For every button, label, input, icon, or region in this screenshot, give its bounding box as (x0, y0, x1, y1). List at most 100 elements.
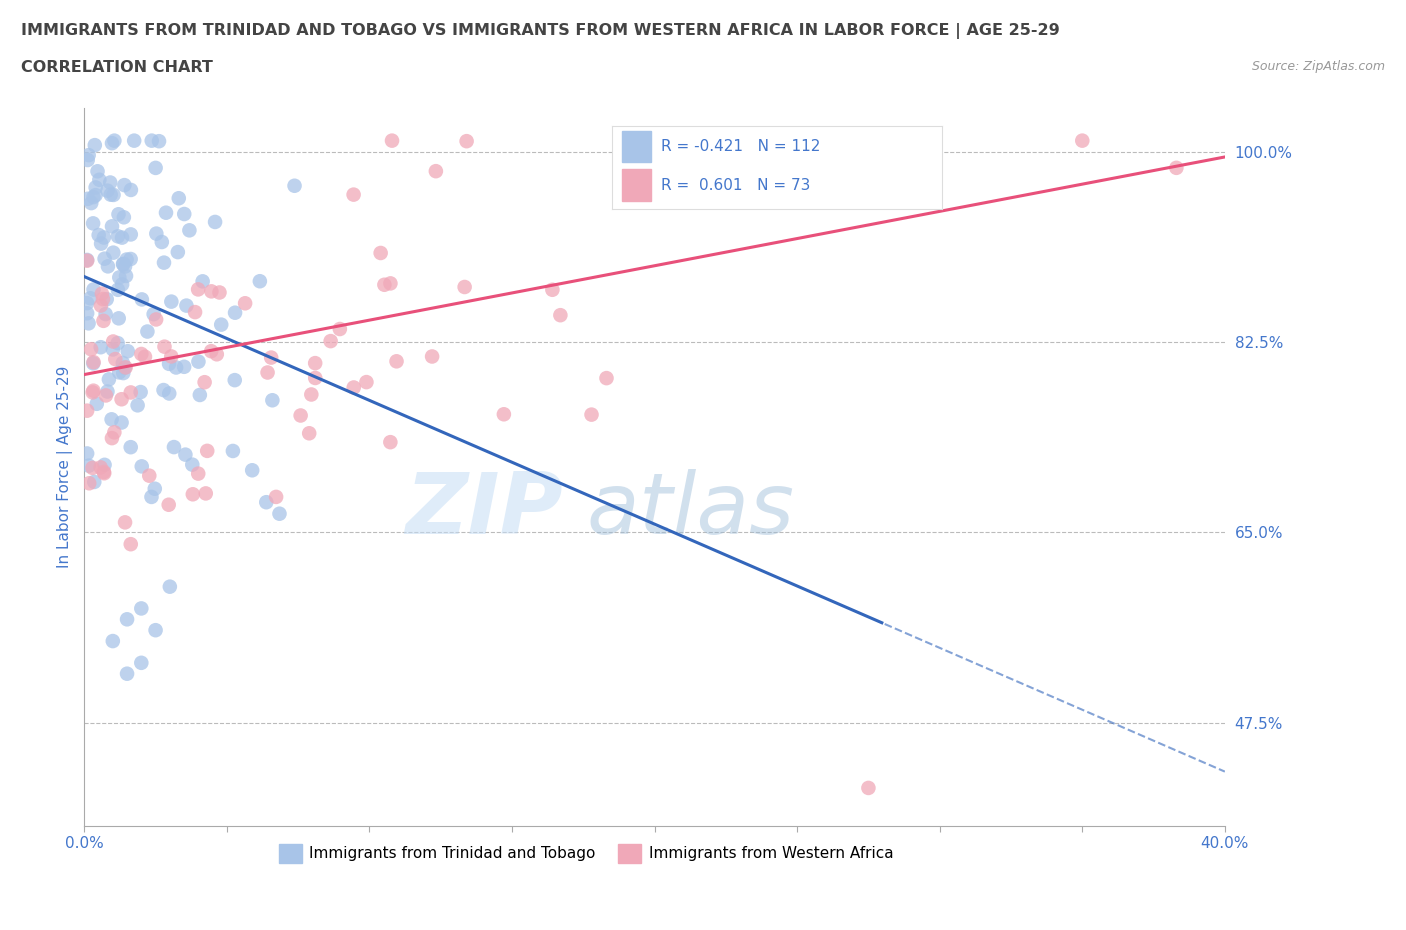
Point (86, 164, 108, 179)
Point (373, 277, 395, 292)
Point (194, 486, 217, 501)
Point (83, 282, 105, 297)
Point (209, 317, 232, 332)
Point (145, 623, 167, 638)
Point (120, 385, 142, 400)
Point (111, 355, 134, 370)
Point (187, 282, 209, 297)
Point (87, 228, 110, 243)
Point (145, 161, 167, 176)
Point (141, 489, 163, 504)
Point (127, 398, 149, 413)
Point (254, 495, 277, 510)
Y-axis label: In Labor Force | Age 25-29: In Labor Force | Age 25-29 (58, 365, 73, 568)
Point (112, 178, 135, 193)
Point (129, 385, 152, 400)
Point (148, 134, 170, 149)
Point (204, 215, 226, 230)
Point (157, 498, 180, 512)
Point (222, 444, 245, 458)
Point (304, 355, 326, 370)
Point (456, 134, 478, 149)
Point (103, 246, 125, 260)
Point (420, 349, 443, 364)
Point (112, 257, 135, 272)
Point (264, 489, 287, 504)
Point (380, 434, 402, 449)
Point (249, 273, 271, 288)
Point (181, 458, 204, 472)
Point (425, 164, 447, 179)
Point (160, 294, 183, 309)
Point (380, 276, 402, 291)
Point (82, 356, 104, 371)
Text: R =  0.601   N = 73: R = 0.601 N = 73 (661, 179, 810, 193)
Point (179, 223, 201, 238)
Point (82, 383, 104, 398)
Point (370, 246, 392, 260)
Point (104, 352, 127, 366)
Point (90, 236, 112, 251)
Bar (621, 130, 651, 163)
Point (184, 305, 207, 320)
Point (187, 466, 209, 481)
Point (76, 296, 98, 311)
Point (262, 392, 284, 407)
Point (101, 136, 124, 151)
Point (103, 133, 125, 148)
Point (187, 354, 209, 369)
Point (107, 206, 129, 221)
Point (205, 347, 228, 362)
Text: R = -0.421   N = 112: R = -0.421 N = 112 (661, 139, 821, 154)
Point (97, 259, 120, 273)
Point (93, 464, 115, 479)
Point (181, 486, 204, 501)
Point (200, 344, 222, 359)
Point (84, 180, 107, 195)
Point (142, 307, 165, 322)
Point (385, 354, 408, 369)
Point (114, 515, 136, 530)
Point (167, 191, 190, 206)
Point (103, 334, 125, 349)
Point (98, 175, 121, 190)
Text: ZIP: ZIP (406, 469, 564, 551)
Text: Source: ZipAtlas.com: Source: ZipAtlas.com (1251, 60, 1385, 73)
Point (134, 350, 156, 365)
Point (107, 336, 129, 351)
Point (93, 251, 115, 266)
Point (93, 466, 115, 481)
Point (82, 460, 104, 475)
Point (93, 458, 115, 472)
Point (114, 360, 136, 375)
Point (672, 160, 695, 175)
Point (157, 356, 180, 371)
Point (157, 386, 180, 401)
Point (96, 384, 118, 399)
Point (96, 292, 118, 307)
Point (153, 339, 176, 354)
Point (329, 322, 352, 337)
Point (136, 324, 159, 339)
Point (453, 280, 475, 295)
Point (76, 404, 98, 418)
Point (91, 292, 114, 307)
Text: CORRELATION CHART: CORRELATION CHART (21, 60, 212, 75)
Point (93, 313, 115, 328)
Point (191, 274, 214, 289)
Point (1071, 133, 1094, 148)
Point (174, 447, 197, 462)
Point (614, 155, 637, 170)
Point (115, 252, 138, 267)
Point (131, 601, 153, 616)
Point (260, 350, 283, 365)
Bar (621, 169, 651, 201)
Point (115, 269, 138, 284)
Point (76, 192, 98, 206)
Point (120, 252, 142, 267)
Point (90, 286, 112, 301)
Point (381, 133, 404, 148)
Point (343, 380, 366, 395)
Point (155, 206, 177, 220)
Point (194, 375, 217, 390)
